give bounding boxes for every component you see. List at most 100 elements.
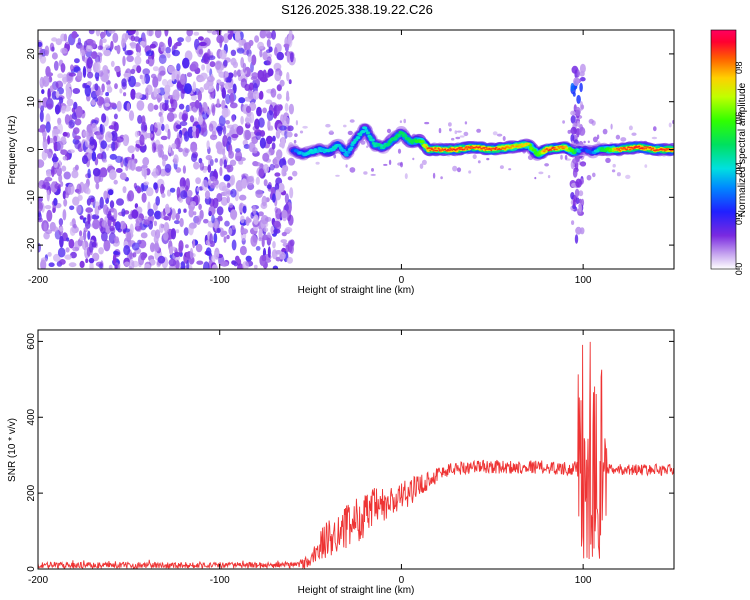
noise-blob bbox=[74, 118, 82, 126]
noise-blob bbox=[38, 212, 42, 221]
noise-blob bbox=[74, 139, 82, 150]
halo-blob bbox=[476, 128, 481, 133]
halo-blob bbox=[448, 122, 452, 127]
noise-blob bbox=[253, 264, 258, 269]
noise-blob bbox=[268, 46, 273, 53]
noise-blob bbox=[245, 255, 252, 262]
noise-blob bbox=[279, 79, 285, 87]
noise-blob bbox=[143, 181, 150, 186]
noise-blob bbox=[49, 42, 55, 52]
noise-blob bbox=[185, 35, 192, 43]
noise-blob bbox=[159, 70, 166, 76]
halo-blob bbox=[583, 140, 586, 144]
noise-blob bbox=[224, 188, 231, 198]
halo-blob bbox=[335, 174, 340, 177]
noise-blob bbox=[114, 83, 118, 90]
noise-blob bbox=[238, 160, 244, 165]
noise-blob bbox=[271, 30, 276, 40]
heatmap-x-ticks: -200 -100 0 100 bbox=[28, 30, 592, 286]
noise-blob bbox=[122, 134, 130, 147]
ridge-blob bbox=[316, 149, 321, 153]
noise-blob bbox=[216, 227, 221, 234]
noise-blob bbox=[152, 66, 159, 72]
ridge-blob bbox=[484, 149, 487, 151]
noise-blob bbox=[114, 264, 118, 269]
noise-blob bbox=[103, 49, 111, 57]
noise-blob bbox=[101, 113, 107, 123]
noise-blob bbox=[127, 145, 136, 154]
noise-blob bbox=[134, 130, 140, 138]
noise-blob bbox=[262, 51, 268, 61]
noise-blob bbox=[175, 124, 182, 130]
noise-blob bbox=[181, 113, 188, 122]
halo-blob bbox=[562, 120, 565, 124]
noise-blob bbox=[85, 207, 93, 213]
noise-blob bbox=[60, 181, 64, 188]
noise-blob bbox=[157, 144, 164, 152]
noise-blob bbox=[255, 131, 262, 141]
ridge-blob bbox=[619, 150, 622, 152]
noise-blob bbox=[160, 135, 168, 141]
noise-blob bbox=[209, 176, 216, 182]
noise-blob bbox=[196, 260, 204, 265]
halo-blob bbox=[295, 120, 298, 126]
noise-blob bbox=[229, 159, 237, 166]
y-tick-label: 20 bbox=[26, 48, 37, 60]
ridge-blob bbox=[366, 131, 370, 135]
noise-blob bbox=[85, 45, 93, 52]
noise-blob bbox=[60, 47, 68, 54]
noise-blob bbox=[289, 187, 294, 199]
halo-blob bbox=[605, 157, 611, 163]
noise-blob bbox=[119, 220, 126, 231]
noise-blob bbox=[44, 45, 50, 57]
noise-blob bbox=[74, 135, 81, 140]
noise-blob bbox=[271, 142, 276, 150]
ridge-blob bbox=[494, 148, 497, 150]
noise-blob bbox=[276, 149, 283, 160]
noise-blob bbox=[255, 78, 261, 85]
halo-blob bbox=[534, 176, 537, 180]
noise-blob bbox=[64, 114, 70, 125]
noise-blob bbox=[203, 102, 208, 114]
ridge-blob bbox=[485, 146, 488, 149]
noise-blob bbox=[231, 224, 236, 230]
noise-blob bbox=[263, 227, 269, 233]
ridge-blob bbox=[434, 147, 437, 149]
noise-blob bbox=[160, 211, 166, 219]
noise-blob bbox=[42, 75, 50, 87]
noise-blob bbox=[164, 84, 171, 95]
noise-blob bbox=[173, 43, 178, 50]
noise-blob bbox=[283, 43, 290, 48]
noise-blob bbox=[152, 167, 159, 179]
ridge-blob bbox=[561, 147, 565, 150]
noise-blob bbox=[241, 173, 249, 179]
noise-blob bbox=[73, 101, 78, 110]
noise-blob bbox=[172, 49, 180, 57]
ridge-blob bbox=[430, 148, 434, 150]
noise-blob bbox=[179, 217, 184, 228]
noise-blob bbox=[60, 149, 68, 156]
noise-blob bbox=[49, 85, 54, 93]
noise-blob bbox=[63, 33, 68, 42]
noise-blob bbox=[107, 216, 114, 221]
noise-blob bbox=[267, 246, 271, 258]
noise-blob bbox=[38, 128, 46, 133]
noise-blob bbox=[228, 150, 235, 159]
noise-blob bbox=[261, 255, 267, 262]
noise-blob bbox=[263, 179, 268, 187]
noise-blob bbox=[241, 177, 247, 189]
noise-blob bbox=[110, 130, 118, 142]
noise-blob bbox=[284, 129, 288, 139]
noise-blob bbox=[281, 165, 286, 177]
ridge-blob bbox=[466, 148, 469, 150]
ridge-blob bbox=[397, 134, 401, 137]
noise-blob bbox=[189, 247, 194, 259]
noise-blob bbox=[175, 229, 180, 234]
noise-blob bbox=[240, 229, 247, 234]
x-tick-label: -200 bbox=[28, 275, 48, 286]
noise-blob bbox=[124, 50, 133, 56]
noise-blob bbox=[197, 36, 204, 41]
noise-blob bbox=[56, 140, 64, 151]
noise-blob bbox=[175, 260, 180, 269]
noise-blob bbox=[111, 141, 116, 152]
